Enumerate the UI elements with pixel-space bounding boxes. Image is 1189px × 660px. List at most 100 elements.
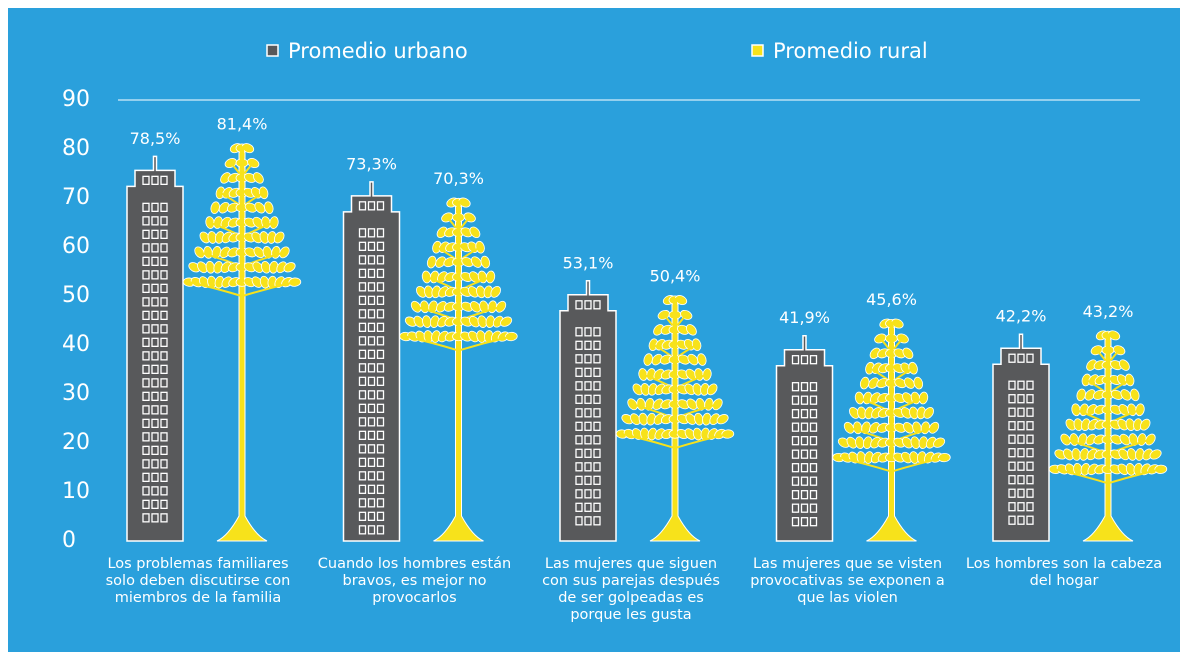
window <box>358 417 367 427</box>
window <box>142 310 150 321</box>
window <box>1008 475 1016 485</box>
window <box>367 376 376 386</box>
y-tick-label: 30 <box>62 381 90 406</box>
window <box>791 463 800 473</box>
window <box>1026 488 1034 498</box>
window <box>1017 448 1025 458</box>
window <box>142 418 150 429</box>
leaf <box>253 246 265 259</box>
window <box>1026 461 1034 471</box>
y-tick-label: 10 <box>62 479 90 504</box>
window <box>358 444 367 454</box>
leaf <box>475 240 485 254</box>
window <box>358 498 367 508</box>
window <box>367 457 376 467</box>
window <box>376 255 385 265</box>
window <box>791 490 800 500</box>
window <box>358 282 367 292</box>
y-tick-label: 40 <box>62 332 90 357</box>
window <box>160 310 168 321</box>
window <box>160 270 168 280</box>
window <box>1026 515 1034 525</box>
window <box>151 445 159 456</box>
value-label: 78,5% <box>130 129 181 148</box>
window <box>1026 502 1034 512</box>
window <box>575 408 583 418</box>
window <box>575 381 583 391</box>
leaf <box>1130 388 1140 402</box>
window <box>376 457 385 467</box>
window <box>358 376 367 386</box>
window <box>151 297 159 307</box>
window <box>575 462 583 472</box>
window <box>367 282 376 292</box>
window <box>1008 488 1016 498</box>
window <box>376 376 385 386</box>
branch <box>1054 468 1162 485</box>
leaf <box>252 261 264 273</box>
window <box>1008 448 1016 458</box>
window <box>358 309 367 319</box>
window <box>1017 353 1025 363</box>
window <box>1026 394 1034 404</box>
window <box>800 395 809 405</box>
window <box>584 475 592 485</box>
window <box>358 390 367 400</box>
leaf <box>1120 389 1132 401</box>
window <box>1008 380 1016 390</box>
window <box>575 475 583 485</box>
window <box>376 363 385 373</box>
leaf <box>279 246 290 259</box>
leaf <box>470 256 482 268</box>
window <box>160 432 168 442</box>
window <box>809 422 818 432</box>
window <box>575 327 583 337</box>
window <box>1026 475 1034 485</box>
y-tick-label: 20 <box>62 430 90 455</box>
leaf <box>1119 433 1131 446</box>
window <box>160 459 168 469</box>
window <box>367 390 376 400</box>
window <box>376 417 385 427</box>
window <box>1026 421 1034 431</box>
window <box>800 490 809 500</box>
window <box>809 355 818 365</box>
window <box>358 484 367 494</box>
window <box>367 228 376 238</box>
window <box>809 463 818 473</box>
window <box>151 418 159 429</box>
window <box>142 432 150 442</box>
building <box>992 333 1050 542</box>
window <box>575 502 583 512</box>
legend-swatch <box>266 44 279 57</box>
window <box>593 475 601 485</box>
y-tick-label: 0 <box>62 528 76 553</box>
window <box>367 444 376 454</box>
window <box>575 489 583 499</box>
window <box>142 216 150 226</box>
category-label: Los problemas familiares solo deben disc… <box>105 556 291 606</box>
leaf <box>716 414 729 425</box>
window <box>142 391 150 402</box>
window <box>358 363 367 373</box>
window <box>151 243 159 253</box>
window <box>593 394 601 404</box>
window <box>142 337 150 348</box>
window <box>593 381 601 391</box>
window <box>358 336 367 346</box>
window <box>575 516 583 526</box>
window <box>142 270 150 280</box>
window <box>160 256 168 267</box>
window <box>593 502 601 512</box>
window <box>160 337 168 348</box>
tree <box>216 149 268 542</box>
window <box>160 175 168 186</box>
window <box>593 340 601 350</box>
window <box>142 445 150 456</box>
leaf <box>891 318 904 329</box>
window <box>160 297 168 307</box>
window <box>376 268 385 278</box>
window <box>151 432 159 442</box>
window <box>160 216 168 226</box>
window <box>1017 394 1025 404</box>
